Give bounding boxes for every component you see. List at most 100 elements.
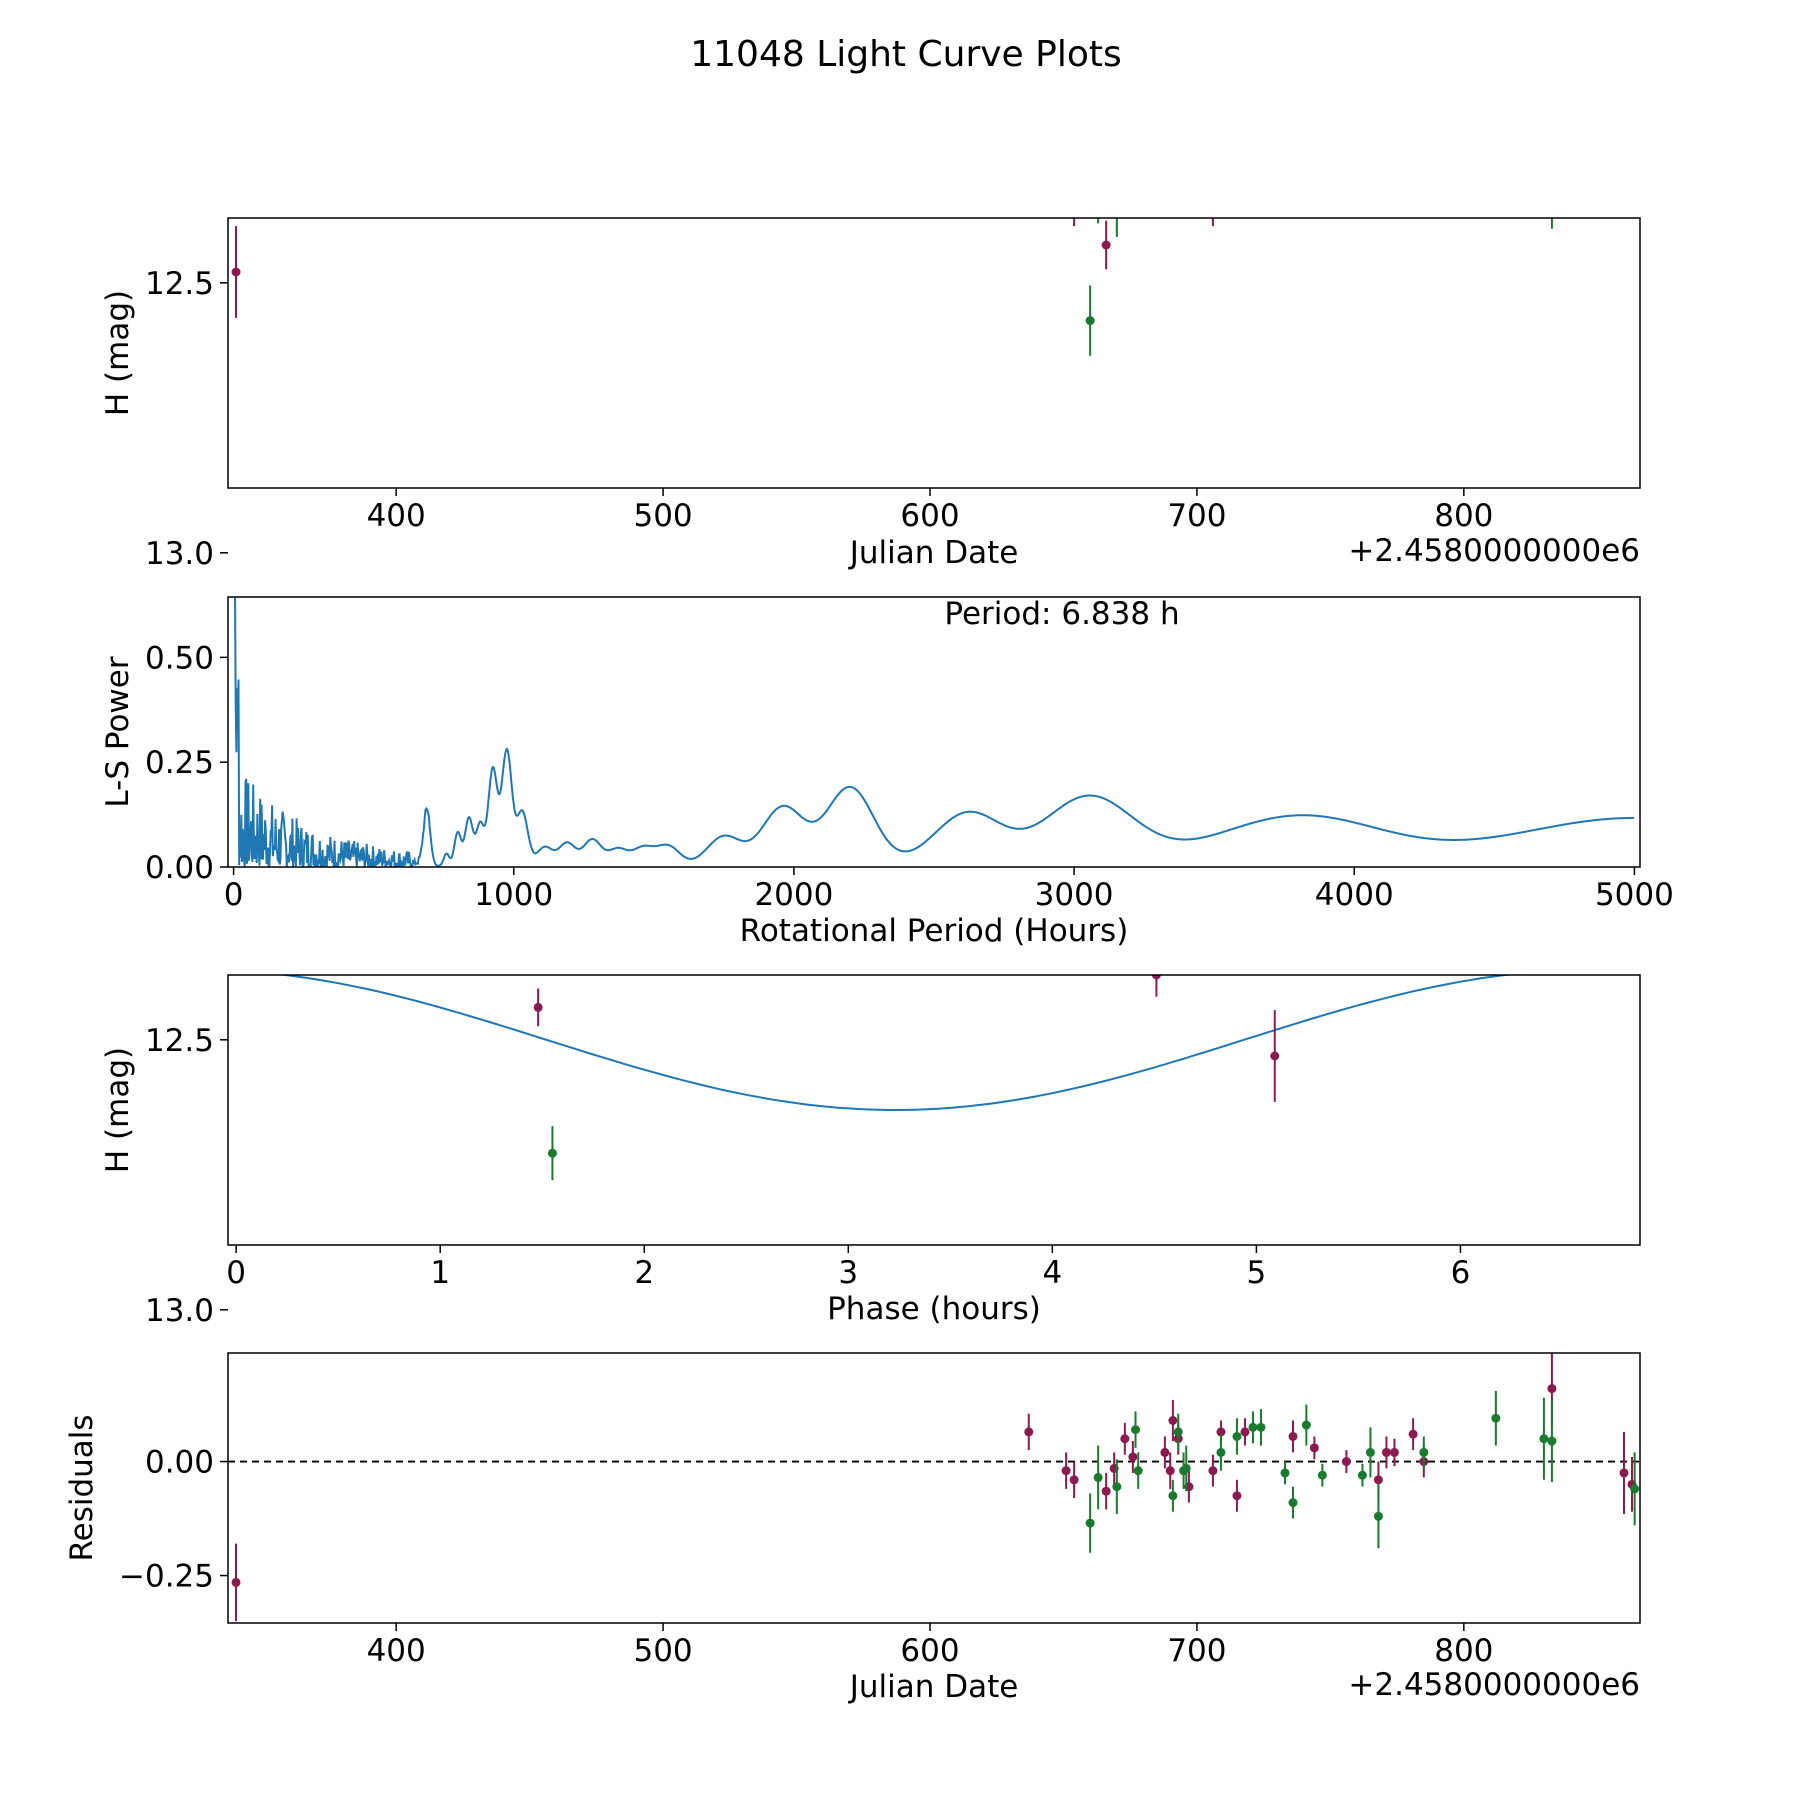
light-curve-ylabel: H (mag) (100, 290, 136, 416)
residuals-data-point (1419, 1447, 1429, 1457)
periodogram-ytick-label: 0.25 (145, 745, 214, 781)
residuals-marks (228, 1353, 1640, 1622)
figure-title: 11048 Light Curve Plots (690, 34, 1122, 75)
residuals-data-point (1101, 1486, 1111, 1496)
light-curve-data-point (1168, 138, 1177, 147)
light-curve-data-point (1374, 127, 1383, 136)
light-curve-data-point (1168, 19, 1177, 28)
residuals-data-point (1069, 1475, 1079, 1485)
phase-data-point (1270, 1051, 1280, 1061)
residuals-data-point (1216, 1427, 1226, 1437)
phase-data-point (1162, 884, 1171, 893)
light-curve-data-point (1182, 68, 1191, 77)
light-curve-data-point (1094, 181, 1103, 190)
periodogram-series-line (234, 597, 1635, 867)
phase-data-point (830, 846, 839, 855)
phase-data-point (1454, 798, 1463, 807)
light-curve-data-point (1174, 8, 1183, 17)
light-curve-data-point (1627, 89, 1636, 98)
phase-data-point (1240, 933, 1249, 942)
phase-xtick-label: 1 (430, 1255, 450, 1291)
light-curve-data-point (1310, 176, 1319, 185)
light-curve-data-point (1289, 170, 1298, 179)
light-curve-xtick-label: 700 (1167, 498, 1226, 534)
light-curve-plot-area (231, 0, 1636, 356)
residuals-data-point (1240, 1427, 1250, 1437)
phase-xtick-label: 0 (226, 1255, 246, 1291)
panel-light-curve: 400 500 600 700 800 13.0 12.5 Julian Date +2.4… (100, 0, 1641, 572)
residuals-plot-area (228, 1353, 1640, 1622)
light-curve-data-point (1232, 111, 1241, 120)
light-curve-data-point (1166, 106, 1175, 115)
residuals-data-point (1085, 1518, 1095, 1528)
light-curve-data-point (1070, 203, 1079, 212)
light-curve-data-point (1110, 122, 1119, 131)
light-curve-data-point (1062, 122, 1071, 131)
phase-data-point (330, 825, 339, 834)
light-curve-data-point (1302, 143, 1311, 152)
residuals-data-point (1181, 1463, 1191, 1473)
light-curve-data-point (1232, 68, 1241, 77)
phase-data-point (1617, 782, 1626, 791)
light-curve-data-point (1547, 0, 1556, 1)
periodogram-ylabel: L-S Power (100, 656, 136, 807)
phase-data-point (1601, 782, 1610, 791)
residuals-data-point (1133, 1466, 1143, 1476)
residuals-data-point (1288, 1498, 1298, 1508)
periodogram-plot-area (234, 597, 1635, 867)
light-curve-data-point (1240, 46, 1249, 55)
phase-data-point (287, 803, 296, 812)
residuals-data-point (1128, 1452, 1138, 1462)
light-curve-data-point (1131, 68, 1140, 77)
light-curve-data-point (1280, 68, 1289, 77)
phase-xtick-label: 6 (1451, 1255, 1471, 1291)
phase-plot-area (276, 738, 1626, 1181)
residuals-xtick-label: 800 (1434, 1633, 1493, 1669)
light-curve-xtick-label: 500 (633, 498, 692, 534)
residuals-data-point (1309, 1443, 1319, 1453)
light-curve-data-point (1409, 133, 1418, 142)
residuals-ticks: 400 500 600 700 800 0.00 −0.25 (119, 1445, 1493, 1669)
residuals-data-point (1317, 1470, 1327, 1480)
phase-data-point (791, 830, 800, 839)
residuals-data-point (1131, 1425, 1141, 1435)
residuals-xlabel: Julian Date (848, 1669, 1019, 1705)
light-curve-data-point (1216, 133, 1225, 142)
phase-data-point (1584, 749, 1593, 758)
residuals-data-point (1112, 1482, 1122, 1492)
residuals-data-point (1024, 1427, 1034, 1437)
residuals-xtick-label: 600 (900, 1633, 959, 1669)
light-curve-data-point (1085, 316, 1095, 326)
light-curve-data-point (1289, 116, 1298, 125)
residuals-offset: +2.4580000000e6 (1348, 1667, 1640, 1703)
residuals-data-point (1408, 1429, 1418, 1439)
phase-data-point (344, 738, 353, 747)
phase-data-point (1176, 911, 1185, 920)
light-curve-data-point (1366, 154, 1375, 163)
phase-data-point (919, 830, 928, 839)
residuals-data-point (1280, 1468, 1290, 1478)
phase-data-point (1521, 749, 1530, 758)
residuals-data-point (1381, 1447, 1391, 1457)
periodogram-ytick-label: 0.50 (145, 640, 214, 676)
light-curve-ytick-label: 12.5 (145, 266, 214, 302)
residuals-data-point (1165, 1466, 1175, 1476)
light-curve-data-point (1374, 165, 1383, 174)
residuals-data-point (1491, 1413, 1501, 1423)
light-curve-data-point (1419, 181, 1428, 190)
periodogram-annotation: Period: 6.838 h (944, 596, 1179, 632)
residuals-data-point (1547, 1384, 1557, 1394)
light-curve-data-point (1134, 100, 1143, 109)
light-curve-data-point (1101, 240, 1111, 250)
phase-data-point (1464, 792, 1473, 801)
periodogram-xtick-label: 1000 (474, 877, 553, 913)
residuals-data-point (1168, 1416, 1178, 1425)
phase-data-point (1509, 755, 1518, 764)
phase-data-point (856, 760, 865, 769)
phase-data-point (291, 809, 300, 818)
light-curve-ticks: 400 500 600 700 800 13.0 12.5 (145, 266, 1493, 572)
residuals-data-point (1373, 1511, 1383, 1521)
light-curve-data-point (1390, 41, 1399, 50)
panel-phase-folded: 0 1 2 3 4 5 6 13.0 12.5 Phase (hours) H (mag) (100, 738, 1641, 1329)
